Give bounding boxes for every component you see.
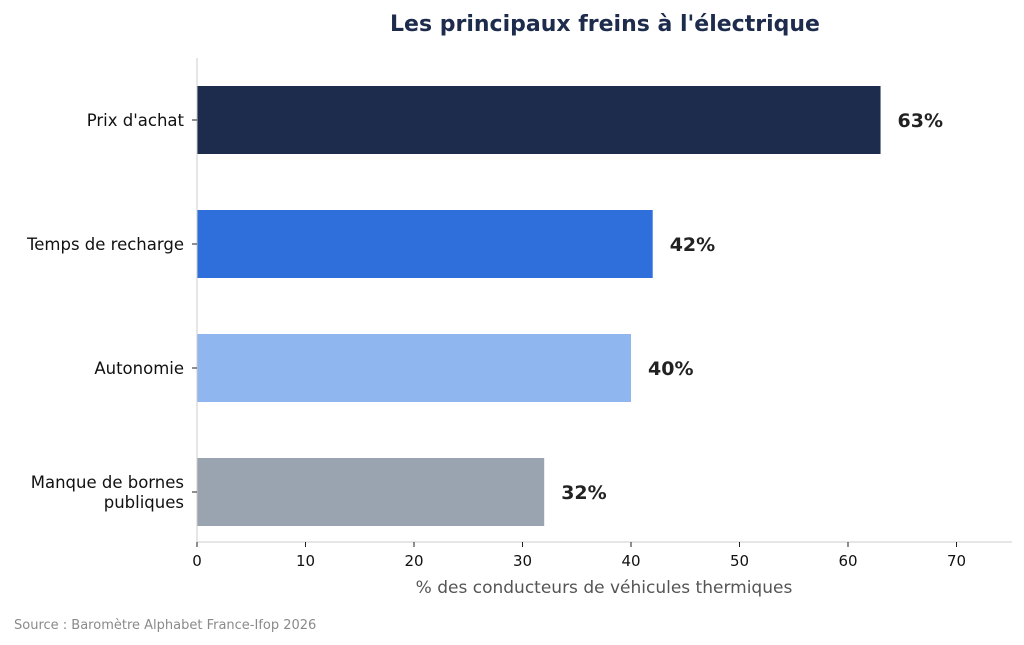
value-label-1: 63% — [898, 110, 943, 132]
category-labels: Prix d'achat Temps de recharge Autonomie Ma… — [26, 111, 197, 512]
bar-4 — [197, 458, 545, 526]
x-tick-label-10: 10 — [296, 552, 315, 570]
x-tick-label-30: 30 — [513, 552, 532, 570]
x-tick-label-50: 50 — [730, 552, 749, 570]
value-label-4: 32% — [561, 482, 606, 504]
category-label-3: Autonomie — [94, 359, 184, 378]
bars-layer: 63% 42% 40% 32% — [197, 86, 943, 526]
category-label-2: Temps de recharge — [26, 235, 184, 254]
x-tick-label-70: 70 — [947, 552, 966, 570]
x-tick-label-0: 0 — [192, 552, 202, 570]
category-label-4: Manque de bornes publiques — [31, 473, 184, 512]
x-tick-label-40: 40 — [621, 552, 640, 570]
value-label-2: 42% — [670, 234, 715, 256]
x-tick-label-20: 20 — [404, 552, 423, 570]
category-label-1: Prix d'achat — [87, 111, 185, 130]
value-label-3: 40% — [648, 358, 693, 380]
bar-3 — [197, 334, 631, 402]
x-ticks: 0 10 20 30 40 50 60 70 — [192, 542, 966, 570]
x-tick-label-60: 60 — [838, 552, 857, 570]
x-axis-label: % des conducteurs de véhicules thermique… — [416, 578, 793, 598]
chart-title: Les principaux freins à l'électrique — [390, 12, 820, 37]
source-note: Source : Baromètre Alphabet France-Ifop … — [14, 618, 316, 633]
bar-2 — [197, 210, 653, 278]
bar-1 — [197, 86, 881, 154]
